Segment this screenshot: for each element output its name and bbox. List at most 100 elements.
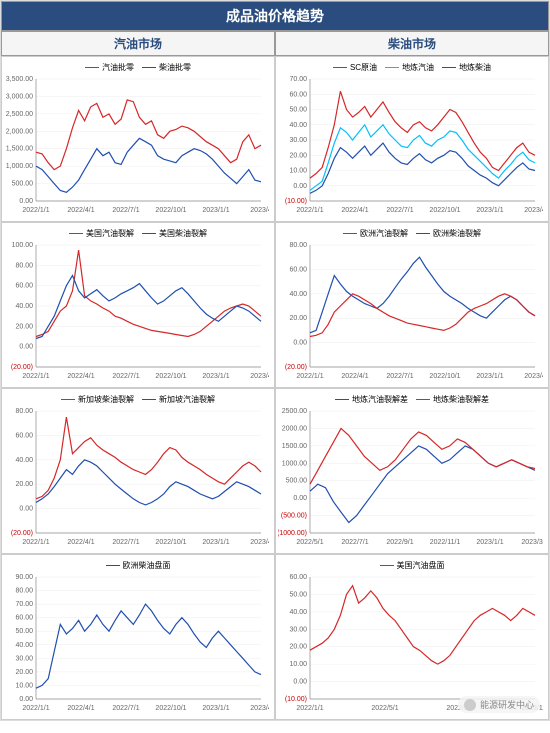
svg-text:2022/10/1: 2022/10/1 [155, 705, 186, 712]
legend-item: 美国汽油裂解 [69, 228, 134, 239]
svg-text:2022/10/1: 2022/10/1 [155, 539, 186, 546]
svg-text:2022/1/1: 2022/1/1 [296, 705, 323, 712]
svg-text:2022/1/1: 2022/1/1 [22, 207, 49, 214]
svg-text:90.00: 90.00 [15, 574, 33, 581]
legend-item: 汽油批零 [85, 62, 134, 73]
svg-text:2023/1/1: 2023/1/1 [202, 373, 229, 380]
legend: 欧洲柴油盘面 [4, 560, 272, 571]
svg-text:2022/7/1: 2022/7/1 [112, 705, 139, 712]
chart-svg: (20.00)0.0020.0040.0060.0080.00100.00202… [4, 241, 269, 381]
svg-text:20.00: 20.00 [15, 323, 33, 330]
legend-swatch [61, 399, 75, 401]
svg-text:(1000.00): (1000.00) [278, 530, 307, 537]
chart-svg: 0.00500.001,000.001,500.002,000.002,500.… [4, 75, 269, 215]
col-header-gasoline: 汽油市场 [1, 31, 275, 56]
legend-swatch [416, 233, 430, 235]
svg-text:1,000.00: 1,000.00 [6, 163, 33, 170]
svg-text:2022/4/1: 2022/4/1 [67, 373, 94, 380]
legend-item: 美国汽油盘面 [380, 560, 445, 571]
legend-item: 地炼柴油裂解差 [416, 394, 489, 405]
chart-cell-c1: 汽油批零柴油批零0.00500.001,000.001,500.002,000.… [1, 56, 275, 222]
chart-grid: 汽油批零柴油批零0.00500.001,000.001,500.002,000.… [1, 56, 549, 720]
main-title: 成品油价格趋势 [1, 1, 549, 31]
svg-text:10.00: 10.00 [15, 682, 33, 689]
svg-text:3,500.00: 3,500.00 [6, 76, 33, 83]
svg-text:2022/7/1: 2022/7/1 [386, 207, 413, 214]
svg-text:30.00: 30.00 [15, 655, 33, 662]
svg-text:2022/5/1: 2022/5/1 [371, 705, 398, 712]
legend: SC原油地炼汽油地炼柴油 [278, 62, 546, 73]
svg-text:(20.00): (20.00) [11, 364, 33, 371]
svg-text:2022/4/1: 2022/4/1 [67, 207, 94, 214]
svg-text:2023/1/1: 2023/1/1 [202, 207, 229, 214]
legend-swatch [380, 565, 394, 567]
svg-text:80.00: 80.00 [289, 242, 307, 249]
legend-swatch [442, 67, 456, 69]
svg-text:2022/4/1: 2022/4/1 [67, 705, 94, 712]
svg-text:1,500.00: 1,500.00 [6, 146, 33, 153]
legend-item: 地炼柴油 [442, 62, 491, 73]
svg-text:30.00: 30.00 [289, 137, 307, 144]
svg-text:2022/5/1: 2022/5/1 [296, 539, 323, 546]
watermark: 能源研发中心 [458, 696, 540, 713]
svg-text:2022/7/1: 2022/7/1 [112, 539, 139, 546]
legend-swatch [85, 67, 99, 69]
svg-text:2022/1/1: 2022/1/1 [22, 373, 49, 380]
svg-text:1000.00: 1000.00 [282, 460, 307, 467]
legend-label: 新加坡柴油裂解 [78, 394, 134, 405]
dashboard: 成品油价格趋势 汽油市场 柴油市场 汽油批零柴油批零0.00500.001,00… [0, 0, 550, 721]
svg-text:2022/4/1: 2022/4/1 [67, 539, 94, 546]
svg-text:40.00: 40.00 [15, 303, 33, 310]
svg-text:0.00: 0.00 [19, 696, 33, 703]
svg-text:2022/1/1: 2022/1/1 [296, 373, 323, 380]
chart-svg: (1000.00)(500.00)0.00500.001000.001500.0… [278, 407, 543, 547]
legend-item: 新加坡汽油裂解 [142, 394, 215, 405]
legend: 欧洲汽油裂解欧洲柴油裂解 [278, 228, 546, 239]
svg-text:500.00: 500.00 [286, 478, 308, 485]
svg-text:50.00: 50.00 [15, 628, 33, 635]
svg-text:1500.00: 1500.00 [282, 443, 307, 450]
svg-text:0.00: 0.00 [19, 198, 33, 205]
svg-text:20.00: 20.00 [289, 315, 307, 322]
svg-text:80.00: 80.00 [15, 408, 33, 415]
svg-text:80.00: 80.00 [15, 262, 33, 269]
svg-text:60.00: 60.00 [289, 574, 307, 581]
chart-cell-c2: SC原油地炼汽油地炼柴油(10.00)0.0010.0020.0030.0040… [275, 56, 549, 222]
svg-text:2023/4: 2023/4 [524, 373, 543, 380]
svg-text:2022/9/1: 2022/9/1 [386, 539, 413, 546]
svg-text:2,500.00: 2,500.00 [6, 111, 33, 118]
legend-label: 地炼柴油 [459, 62, 491, 73]
svg-text:2022/4/1: 2022/4/1 [341, 207, 368, 214]
svg-text:40.00: 40.00 [289, 609, 307, 616]
svg-text:70.00: 70.00 [289, 76, 307, 83]
legend-label: 欧洲柴油裂解 [433, 228, 481, 239]
svg-text:(20.00): (20.00) [11, 530, 33, 537]
svg-text:2022/7/1: 2022/7/1 [386, 373, 413, 380]
svg-text:0.00: 0.00 [19, 506, 33, 513]
svg-text:60.00: 60.00 [289, 91, 307, 98]
svg-text:2023/1/1: 2023/1/1 [202, 539, 229, 546]
svg-text:50.00: 50.00 [289, 107, 307, 114]
svg-text:2022/10/1: 2022/10/1 [429, 207, 460, 214]
svg-text:0.00: 0.00 [293, 679, 307, 686]
legend-label: 美国汽油盘面 [397, 560, 445, 571]
svg-text:70.00: 70.00 [15, 601, 33, 608]
svg-text:500.00: 500.00 [12, 181, 34, 188]
legend-swatch [343, 233, 357, 235]
legend-label: 美国柴油裂解 [159, 228, 207, 239]
legend-label: 美国汽油裂解 [86, 228, 134, 239]
legend-item: 欧洲柴油裂解 [416, 228, 481, 239]
svg-text:40.00: 40.00 [289, 122, 307, 129]
legend-swatch [333, 67, 347, 69]
col-header-diesel: 柴油市场 [275, 31, 549, 56]
svg-text:(20.00): (20.00) [285, 364, 307, 371]
chart-cell-c7: 欧洲柴油盘面0.0010.0020.0030.0040.0050.0060.00… [1, 554, 275, 720]
column-headers: 汽油市场 柴油市场 [1, 31, 549, 56]
svg-text:40.00: 40.00 [15, 457, 33, 464]
svg-text:2023/1/1: 2023/1/1 [476, 373, 503, 380]
legend: 新加坡柴油裂解新加坡汽油裂解 [4, 394, 272, 405]
svg-text:(10.00): (10.00) [285, 696, 307, 703]
svg-text:2023/1/1: 2023/1/1 [476, 539, 503, 546]
svg-text:20.00: 20.00 [15, 669, 33, 676]
svg-text:2022/7/1: 2022/7/1 [112, 207, 139, 214]
